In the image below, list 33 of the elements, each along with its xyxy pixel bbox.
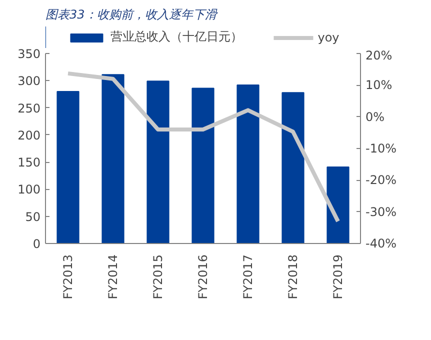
bar	[56, 91, 80, 244]
bar	[326, 166, 350, 244]
y2-tick-label: -20%	[366, 173, 397, 188]
y-tick-label: 250	[18, 101, 40, 116]
x-tick-label: FY2018	[286, 254, 300, 300]
y2-tick-label: -30%	[366, 204, 397, 219]
legend-label: yoy	[318, 30, 340, 44]
bar	[282, 92, 304, 244]
y-tick-label: 150	[18, 156, 40, 170]
y-tick-label: 350	[18, 47, 40, 61]
y-tick-label: 200	[18, 128, 40, 142]
y2-tick-label: 0%	[366, 110, 385, 124]
y2-tick-label: 10%	[366, 78, 392, 92]
x-tick-label: FY2013	[61, 254, 75, 300]
y-tick-label: 300	[18, 74, 40, 88]
bar	[192, 88, 214, 244]
y2-tick-label: -10%	[366, 142, 397, 156]
legend-label: 营业总收入（十亿日元）	[110, 28, 243, 46]
y-tick-label: 0	[32, 237, 41, 251]
bar	[236, 84, 260, 244]
x-tick-label: FY2017	[241, 254, 255, 300]
chart-title: 图表33：收购前，收入逐年下滑	[46, 8, 218, 22]
x-tick-label: FY2014	[106, 254, 120, 300]
y2-tick-label: 20%	[366, 48, 392, 62]
y-tick-label: 50	[25, 210, 41, 224]
y2-tick-label: -40%	[366, 236, 397, 250]
bar	[146, 80, 170, 244]
x-tick-label: FY2019	[331, 254, 345, 300]
y-tick-label: 100	[18, 182, 40, 197]
bar	[102, 74, 124, 244]
x-tick-label: FY2016	[196, 254, 210, 300]
line-series	[66, 71, 340, 224]
x-tick-label: FY2015	[151, 254, 165, 300]
